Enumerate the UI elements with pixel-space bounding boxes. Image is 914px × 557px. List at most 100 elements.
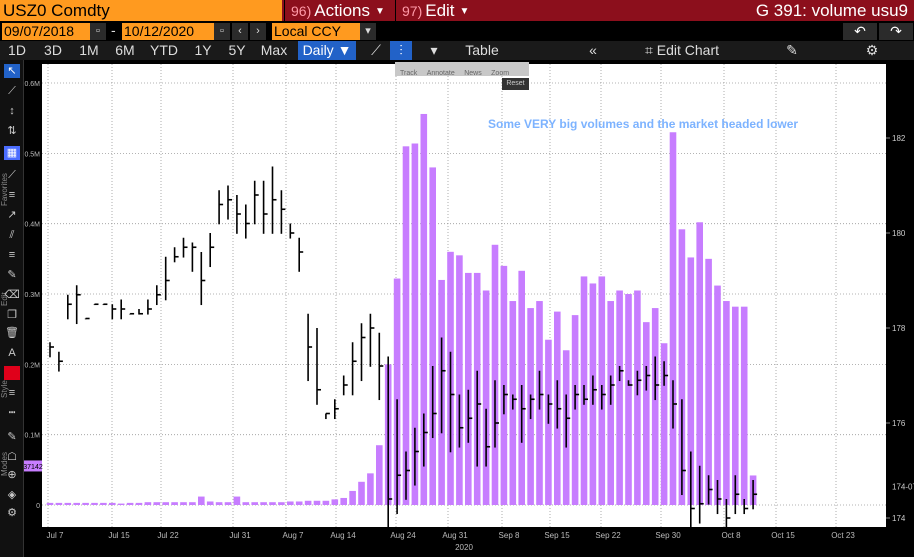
collapse-icon[interactable]: « [589, 42, 597, 58]
period-1m[interactable]: 1M [79, 42, 99, 58]
volume-bar [322, 500, 330, 505]
ticker-field[interactable]: USZ0 Comdty [0, 0, 282, 21]
line-width-icon[interactable]: ≡ [8, 387, 16, 399]
trend-icon[interactable]: ⟋ [8, 169, 16, 181]
measure-icon[interactable]: ⇅ [7, 125, 17, 137]
volume-bar [126, 502, 134, 505]
volume-bar [46, 502, 54, 505]
volume-bar [723, 301, 730, 505]
bar-chart-icon[interactable]: ⫶ [390, 41, 412, 60]
copy-icon[interactable]: ❐ [7, 309, 17, 321]
table-button[interactable]: Table [465, 42, 499, 58]
actions-number: 96) [291, 3, 312, 19]
fib-icon[interactable]: ≡ [8, 189, 16, 201]
volume-bar [64, 502, 72, 505]
x-tick-label: Aug 14 [330, 531, 356, 540]
grid-icon[interactable]: ▦ [4, 146, 20, 160]
volume-bar [367, 473, 374, 505]
caret-down-icon[interactable]: ▾ [360, 23, 376, 40]
left-toolbox: ↖ ⟋ ↕ ⇅ Favorites ▦ ⟋ ≡ ↗ ⫽ ≡ Edit ✎ ⌫ ❐… [0, 60, 24, 557]
x-tick-label: Jul 7 [47, 531, 64, 540]
volume-bar [376, 445, 383, 505]
calendar-icon[interactable]: ▫ [214, 23, 230, 40]
color-swatch-icon[interactable] [4, 366, 20, 380]
period-ytd[interactable]: YTD [150, 42, 178, 58]
volume-bar [171, 502, 178, 505]
chevron-right-icon[interactable]: › [250, 23, 266, 40]
volume-bar [402, 146, 410, 505]
volume-bar [91, 502, 98, 505]
brush-icon[interactable]: ✎ [7, 269, 17, 281]
volume-bar [714, 285, 721, 505]
news-mode[interactable]: News [464, 70, 482, 77]
zoom-mode[interactable]: Zoom [491, 70, 510, 77]
volume-bar [651, 308, 659, 505]
hline-icon[interactable]: ≡ [8, 249, 16, 261]
volume-bar [340, 497, 347, 505]
arrow-icon[interactable]: ↗ [7, 209, 17, 221]
eraser-icon[interactable]: ⌫ [4, 289, 20, 301]
chart-annotation[interactable]: Some VERY big volumes and the market hea… [488, 117, 799, 131]
line-chart-icon[interactable]: ⟋ [371, 42, 381, 58]
calendar-icon[interactable]: ▫ [90, 23, 106, 40]
period-3d[interactable]: 3D [44, 42, 62, 58]
ruler-icon[interactable]: ↕ [9, 105, 15, 117]
period-5y[interactable]: 5Y [228, 42, 246, 58]
reset-button[interactable]: Reset [502, 78, 529, 90]
actions-menu[interactable]: 96) Actions ▼ [284, 0, 394, 21]
trash-icon[interactable]: 🗑 [5, 327, 19, 339]
redo-button[interactable]: ↷ [879, 23, 913, 40]
volume-bar [109, 502, 116, 505]
volume-bar [278, 502, 285, 505]
text-style-icon[interactable]: A [8, 347, 16, 359]
period-1d[interactable]: 1D [8, 42, 26, 58]
track-mode[interactable]: Track [400, 70, 418, 77]
pencil-icon[interactable]: ✎ [7, 431, 17, 443]
undo-button[interactable]: ↶ [843, 23, 877, 40]
frequency-select[interactable]: Daily ▼ [298, 41, 356, 60]
x-tick-label: Sep 8 [499, 531, 520, 540]
line-draw-icon[interactable]: ⟋ [8, 85, 16, 97]
end-date-field[interactable]: 10/12/2020 [122, 23, 214, 40]
gear-icon[interactable]: ⚙ [865, 42, 879, 58]
x-year-label: 2020 [455, 543, 473, 552]
last-price-label: 174-07 [892, 482, 914, 491]
chart-axes: 0 0.1M 0.2M 0.3M 0.4M 0.5M 0.6M Jul 7 Jul 15 Jul … [24, 81, 914, 552]
volume-bar [198, 496, 205, 505]
volume-bar [429, 167, 436, 505]
right-tick-label: 180 [892, 229, 906, 238]
right-tick-label: 176 [892, 419, 906, 428]
edit-number: 97) [402, 3, 423, 19]
cursor-mode-icon[interactable]: ☖ [7, 451, 17, 463]
header-bar: USZ0 Comdty 96) Actions ▼ 97) Edit ▼ G 391: … [0, 0, 914, 21]
x-tick-label: Sep 22 [595, 531, 621, 540]
volume-bar [82, 502, 89, 505]
period-1y[interactable]: 1Y [194, 42, 212, 58]
multicolor-icon[interactable]: ◈ [7, 489, 17, 501]
channel-icon[interactable]: ⫽ [9, 229, 15, 241]
caret-down-icon[interactable]: ▾ [430, 42, 438, 58]
x-tick-label: Aug 7 [283, 531, 304, 540]
start-date-field[interactable]: 09/07/2018 [2, 23, 90, 40]
chevron-left-icon[interactable]: ‹ [232, 23, 248, 40]
chart-mode-toolbar: Track Annotate News Zoom [395, 62, 529, 77]
pointer-icon[interactable]: ↖ [4, 64, 20, 78]
volume-bar [287, 501, 294, 505]
period-6m[interactable]: 6M [115, 42, 135, 58]
volume-bar [304, 500, 312, 505]
annotate-mode[interactable]: Annotate [426, 70, 455, 77]
chart-icon: ⌗ [644, 42, 653, 58]
edit-menu[interactable]: 97) Edit ▼ [395, 0, 507, 21]
volume-bar [393, 278, 401, 505]
price-volume-chart[interactable]: 0 0.1M 0.2M 0.3M 0.4M 0.5M 0.6M Jul 7 Jul 15 Jul … [24, 60, 914, 557]
period-toolbar: 1D 3D 1M 6M YTD 1Y 5Y Max Daily ▼ ⟋ ⫶ ▾ … [0, 41, 914, 60]
crosshair-mode-icon[interactable]: ⊕ [7, 469, 17, 481]
settings-mode-icon[interactable]: ⚙ [7, 507, 17, 519]
pencil-icon[interactable]: ✎ [786, 42, 798, 58]
period-max[interactable]: Max [260, 42, 288, 58]
line-style-icon[interactable]: ┅ [8, 407, 16, 419]
currency-select[interactable]: Local CCY [272, 23, 360, 40]
volume-bar [660, 343, 668, 505]
edit-chart-button[interactable]: ⌗ Edit Chart [636, 41, 728, 60]
volume-bar [233, 496, 241, 505]
